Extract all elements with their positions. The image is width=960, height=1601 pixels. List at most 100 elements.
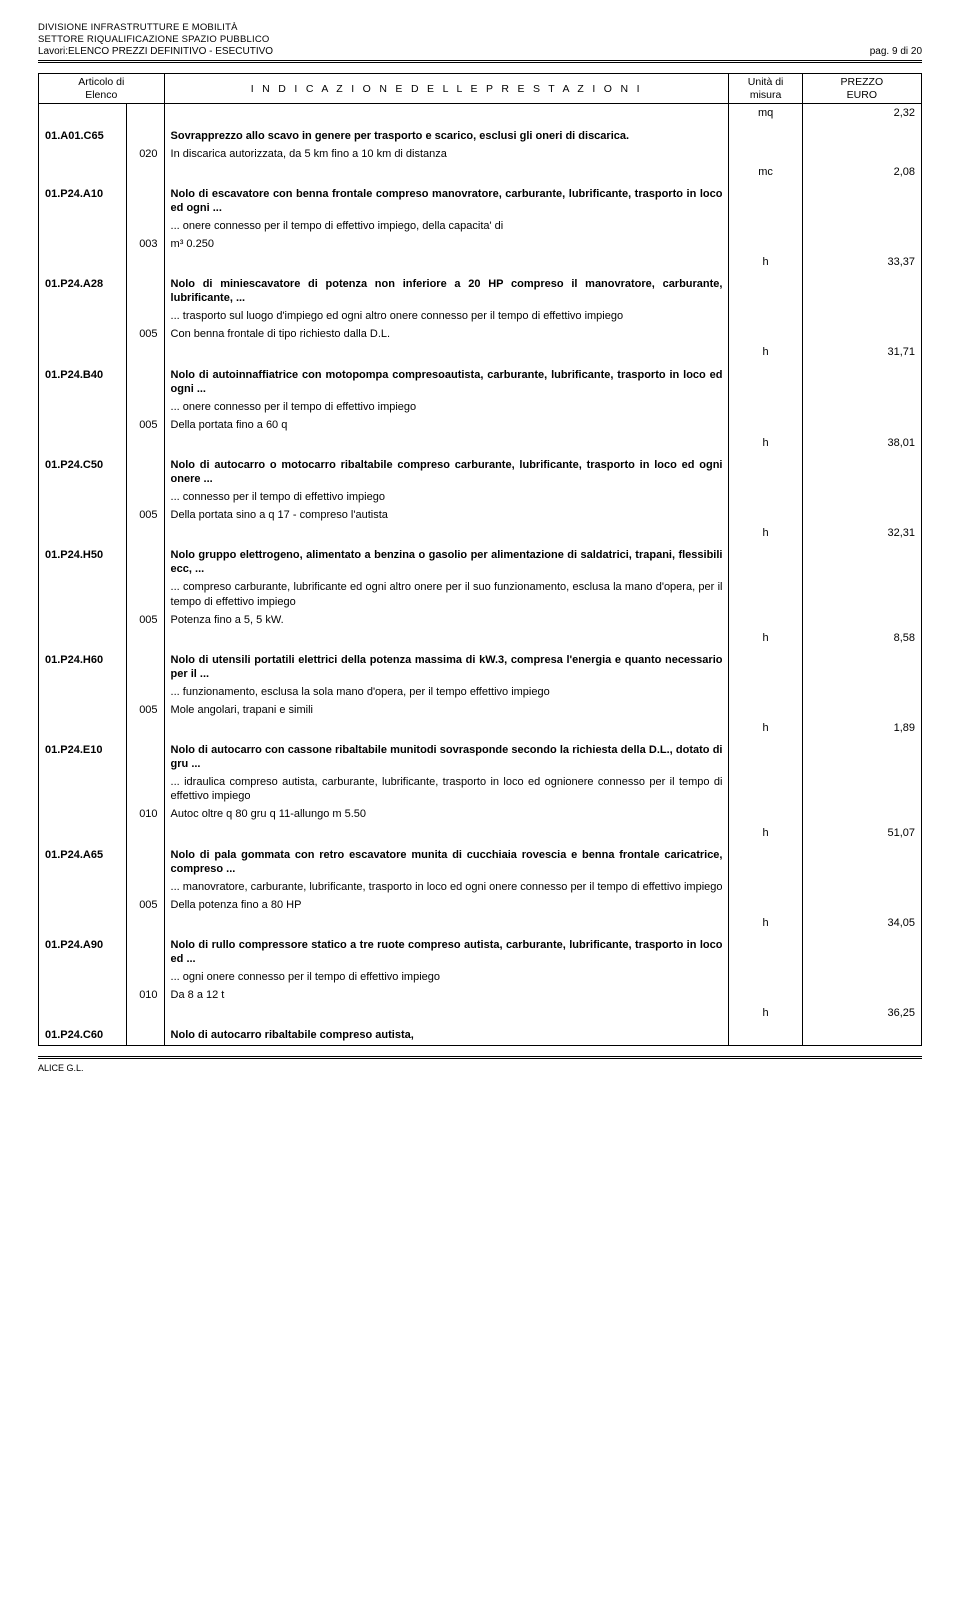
sub-code: 005 [126,325,164,343]
sub-code: 005 [126,416,164,434]
sub-description: Autoc oltre q 80 gru q 11-allungo m 5.50 [164,805,729,823]
table-row: 01.P24.H60Nolo di utensili portatili ele… [39,651,922,683]
table-row: h51,07 [39,824,922,842]
article-code: 01.P24.A28 [39,275,127,307]
table-row: ... trasporto sul luogo d'impiego ed ogn… [39,307,922,325]
sub-description: Mole angolari, trapani e simili [164,701,729,719]
sub-description: m³ 0.250 [164,235,729,253]
article-description: ... trasporto sul luogo d'impiego ed ogn… [164,307,729,325]
article-title: Nolo di miniescavatore di potenza non in… [164,275,729,307]
article-code: 01.P24.H50 [39,546,127,578]
table-row: 005Mole angolari, trapani e simili [39,701,922,719]
table-row: 01.P24.C60 Nolo di autocarro ribaltabile … [39,1026,922,1045]
article-description: ... manovratore, carburante, lubrificant… [164,878,729,896]
table-row: 01.P24.A28 Nolo di miniescavatore di pote… [39,275,922,307]
table-row: 01.P24.B40Nolo di autoinnaffiatrice con … [39,366,922,398]
article-title: Nolo di autocarro con cassone ribaltabil… [164,741,729,773]
sub-code: 010 [126,986,164,1004]
sub-description: Della portata fino a 60 q [164,416,729,434]
price-value: 1,89 [802,719,921,737]
unit-value: h [729,1004,802,1022]
table-row: ... onere connesso per il tempo di effet… [39,217,922,235]
price-value: 31,71 [802,343,921,361]
table-row: 01.P24.H50Nolo gruppo elettrogeno, alime… [39,546,922,578]
header-page: pag. 9 di 20 [870,46,922,57]
table-row: 003m³ 0.250 [39,235,922,253]
article-title: Nolo di utensili portatili elettrici del… [164,651,729,683]
sub-code: 020 [126,145,164,163]
table-row: h34,05 [39,914,922,932]
article-description: ... onere connesso per il tempo di effet… [164,398,729,416]
price-value: 32,31 [802,524,921,542]
table-row: 010Da 8 a 12 t [39,986,922,1004]
article-description: ... compreso carburante, lubrificante ed… [164,578,729,610]
unit-value: h [729,824,802,842]
article-code: 01.P24.A65 [39,846,127,878]
table-row: ... compreso carburante, lubrificante ed… [39,578,922,610]
table-row: 005Potenza fino a 5, 5 kW. [39,611,922,629]
price-value: 51,07 [802,824,921,842]
table-row: ... ogni onere connesso per il tempo di … [39,968,922,986]
table-row: h1,89 [39,719,922,737]
table-row: ... idraulica compreso autista, carburan… [39,773,922,805]
sub-description: In discarica autorizzata, da 5 km fino a… [164,145,729,163]
article-title: Nolo di rullo compressore statico a tre … [164,936,729,968]
table-row: ... funzionamento, esclusa la sola mano … [39,683,922,701]
header-line2: SETTORE RIQUALIFICAZIONE SPAZIO PUBBLICO [38,34,922,46]
article-description: ... ogni onere connesso per il tempo di … [164,968,729,986]
th-unit: Unità dimisura [729,74,802,104]
table-row: 005Della potenza fino a 80 HP [39,896,922,914]
sub-code: 005 [126,701,164,719]
unit-value: h [729,524,802,542]
table-row: 005Con benna frontale di tipo richiesto … [39,325,922,343]
table-row: 01.P24.A65 Nolo di pala gommata con retro… [39,846,922,878]
article-code: 01.P24.C60 [39,1026,127,1045]
footer-text: ALICE G.L. [38,1063,922,1073]
article-title: Nolo di escavatore con benna frontale co… [164,185,729,217]
unit-value: h [729,914,802,932]
article-code: 01.A01.C65 [39,127,127,145]
sub-description: Potenza fino a 5, 5 kW. [164,611,729,629]
table-row: 005Della portata sino a q 17 - compreso … [39,506,922,524]
table-row: 01.P24.A90Nolo di rullo compressore stat… [39,936,922,968]
article-description: ... idraulica compreso autista, carburan… [164,773,729,805]
price-value: 33,37 [802,253,921,271]
article-title: Sovrapprezzo allo scavo in genere per tr… [164,127,729,145]
sub-code: 005 [126,896,164,914]
th-article: Articolo diElenco [39,74,165,104]
table-row: mc2,08 [39,163,922,181]
table-row: ... connesso per il tempo di effettivo i… [39,488,922,506]
article-title: Nolo di autoinnaffiatrice con motopompa … [164,366,729,398]
table-row: ... manovratore, carburante, lubrificant… [39,878,922,896]
table-row: ... onere connesso per il tempo di effet… [39,398,922,416]
table-row: h36,25 [39,1004,922,1022]
unit-value: mc [729,163,802,181]
price-value: 8,58 [802,629,921,647]
sub-code: 005 [126,611,164,629]
unit-value: h [729,629,802,647]
table-row: h8,58 [39,629,922,647]
unit-value: h [729,719,802,737]
sub-code: 010 [126,805,164,823]
article-description: ... connesso per il tempo di effettivo i… [164,488,729,506]
article-description: ... funzionamento, esclusa la sola mano … [164,683,729,701]
sub-code: 005 [126,506,164,524]
price-table: Articolo diElenco I N D I C A Z I O N E … [38,73,922,1045]
price-value: 2,08 [802,163,921,181]
sub-description: Della potenza fino a 80 HP [164,896,729,914]
table-row: 01.P24.C50Nolo di autocarro o motocarro … [39,456,922,488]
table-row: h33,37 [39,253,922,271]
table-row: h32,31 [39,524,922,542]
unit-value: h [729,253,802,271]
table-row: 005Della portata fino a 60 q [39,416,922,434]
th-price: PREZZOEURO [802,74,921,104]
article-title: Nolo di pala gommata con retro escavator… [164,846,729,878]
sub-description: Della portata sino a q 17 - compreso l'a… [164,506,729,524]
table-row: 01.P24.E10Nolo di autocarro con cassone … [39,741,922,773]
article-title: Nolo di autocarro ribaltabile compreso a… [164,1026,729,1045]
price-value: 2,32 [802,104,921,123]
price-value: 36,25 [802,1004,921,1022]
unit-value: h [729,343,802,361]
article-code: 01.P24.C50 [39,456,127,488]
unit-value: mq [729,104,802,123]
